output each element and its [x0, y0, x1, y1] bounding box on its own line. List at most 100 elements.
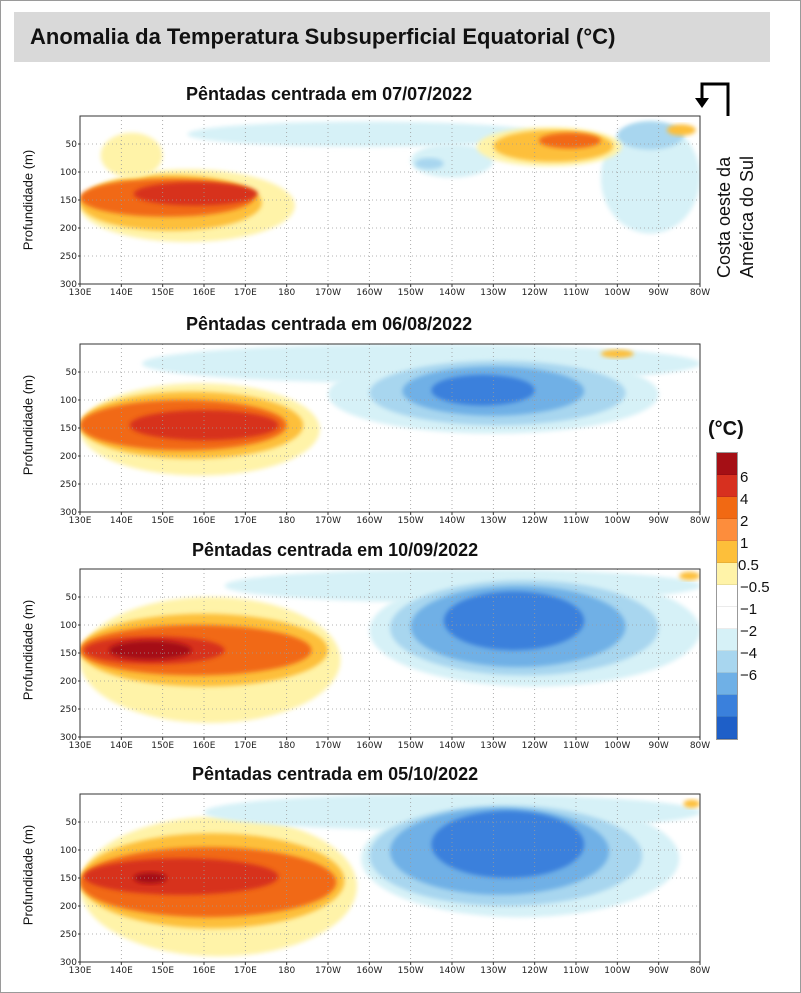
x-tick-label: 140E: [110, 288, 133, 298]
panel-4-chart: 130E 140E 150E 160E 170E 180 170W 160W 150W 140W 1…: [60, 793, 710, 976]
x-tick-label: 100W: [604, 516, 630, 526]
x-tick-label: 170W: [315, 516, 341, 526]
anomaly-contour: [683, 799, 700, 808]
anomaly-contour: [133, 872, 167, 884]
x-tick-label: 100W: [604, 741, 630, 751]
legend-label: 6: [740, 469, 749, 486]
x-tick-label: 80W: [690, 288, 710, 298]
anomaly-contour: [431, 374, 535, 406]
legend-swatch: [717, 629, 737, 651]
legend-unit: (°C): [708, 418, 744, 440]
y-tick-label: 300: [60, 733, 77, 743]
x-tick-label: 180: [278, 741, 295, 751]
y-tick-label: 200: [60, 224, 77, 234]
y-tick-label: 150: [60, 874, 77, 884]
x-tick-label: 130E: [69, 516, 92, 526]
anomaly-contour: [600, 121, 700, 234]
x-tick-label: 130W: [480, 288, 506, 298]
panel-3-ylabel: Profundidade (m): [20, 599, 36, 701]
y-tick-label: 100: [60, 396, 77, 406]
x-tick-label: 140E: [110, 516, 133, 526]
x-tick-label: 130W: [480, 741, 506, 751]
x-tick-label: 160W: [356, 516, 382, 526]
panel-1-title: Pêntadas centrada em 07/07/2022: [186, 84, 473, 104]
x-tick-label: 90W: [648, 741, 668, 751]
x-tick-label: 120W: [522, 966, 548, 976]
legend-label: 2: [740, 513, 749, 530]
y-tick-label: 100: [60, 621, 77, 631]
anomaly-contour: [431, 810, 585, 878]
legend-label: 1: [740, 535, 749, 552]
x-tick-label: 140W: [439, 288, 465, 298]
x-tick-label: 110W: [563, 966, 589, 976]
x-tick-label: 140W: [439, 966, 465, 976]
legend-swatch: [717, 563, 737, 585]
y-tick-label: 50: [66, 368, 78, 378]
x-tick-label: 170E: [234, 966, 257, 976]
x-tick-label: 130E: [69, 741, 92, 751]
color-legend: [716, 452, 738, 740]
y-tick-label: 200: [60, 902, 77, 912]
x-tick-label: 150W: [398, 741, 424, 751]
grid: [80, 569, 700, 737]
x-tick-label: 170E: [234, 516, 257, 526]
panel-4-title: Pêntadas centrada em 05/10/2022: [192, 764, 479, 784]
panel-2-ylabel: Profundidade (m): [20, 374, 36, 476]
y-tick-label: 250: [60, 705, 77, 715]
legend-label: 4: [740, 491, 749, 508]
legend-label: −6: [740, 667, 758, 684]
x-tick-label: 180: [278, 966, 295, 976]
page-title: Anomalia da Temperatura Subsuperficial E…: [30, 24, 616, 49]
y-tick-label: 300: [60, 958, 77, 968]
coast-label-line-1: Costa oeste da: [714, 156, 734, 278]
x-tick-label: 120W: [522, 516, 548, 526]
y-tick-label: 250: [60, 480, 77, 490]
x-tick-label: 170W: [315, 741, 341, 751]
x-tick-label: 130W: [480, 966, 506, 976]
y-tick-label: 300: [60, 280, 77, 290]
panel-1-chart: 130E 140E 150E 160E 170E 180 170W 160W 150W 140W 1…: [60, 115, 710, 298]
legend-swatch: [717, 607, 737, 629]
x-tick-label: 90W: [648, 516, 668, 526]
anomaly-contour: [538, 132, 601, 149]
x-tick-label: 180: [278, 516, 295, 526]
anomaly-contour: [129, 410, 279, 441]
x-tick-label: 160E: [193, 966, 216, 976]
panel-4-ylabel: Profundidade (m): [20, 824, 36, 926]
y-tick-label: 150: [60, 196, 77, 206]
panel-3-title: Pêntadas centrada em 10/09/2022: [192, 540, 479, 560]
coast-label-line-2: América do Sul: [737, 155, 757, 278]
x-tick-label: 120W: [522, 288, 548, 298]
legend-swatch: [717, 717, 737, 739]
x-tick-label: 150W: [398, 966, 424, 976]
anomaly-contour: [443, 591, 585, 651]
x-tick-label: 90W: [648, 288, 668, 298]
x-tick-label: 140W: [439, 516, 465, 526]
y-tick-label: 50: [66, 593, 78, 603]
y-tick-label: 100: [60, 846, 77, 856]
y-tick-label: 300: [60, 508, 77, 518]
x-tick-label: 120W: [522, 741, 548, 751]
legend-swatch: [717, 453, 737, 475]
legend-swatch: [717, 673, 737, 695]
anomaly-contour: [187, 121, 543, 147]
anomaly-contour: [617, 121, 684, 150]
anomaly-contour: [84, 858, 279, 895]
legend-swatch: [717, 651, 737, 673]
legend-swatch: [717, 585, 737, 607]
x-tick-label: 160E: [193, 288, 216, 298]
x-tick-label: 130E: [69, 288, 92, 298]
coast-label: Costa oeste da América do Sul: [712, 120, 762, 280]
title-bar: Anomalia da Temperatura Subsuperficial E…: [14, 12, 770, 62]
x-tick-label: 170E: [234, 741, 257, 751]
legend-swatch: [717, 475, 737, 497]
grid: [80, 794, 700, 962]
panel-2-title: Pêntadas centrada em 06/08/2022: [186, 314, 473, 334]
legend-label: −2: [740, 623, 758, 640]
grid: [80, 116, 700, 284]
x-tick-label: 140E: [110, 741, 133, 751]
x-tick-label: 170W: [315, 966, 341, 976]
x-tick-label: 160E: [193, 516, 216, 526]
y-tick-label: 200: [60, 452, 77, 462]
anomaly-contour: [600, 349, 634, 358]
